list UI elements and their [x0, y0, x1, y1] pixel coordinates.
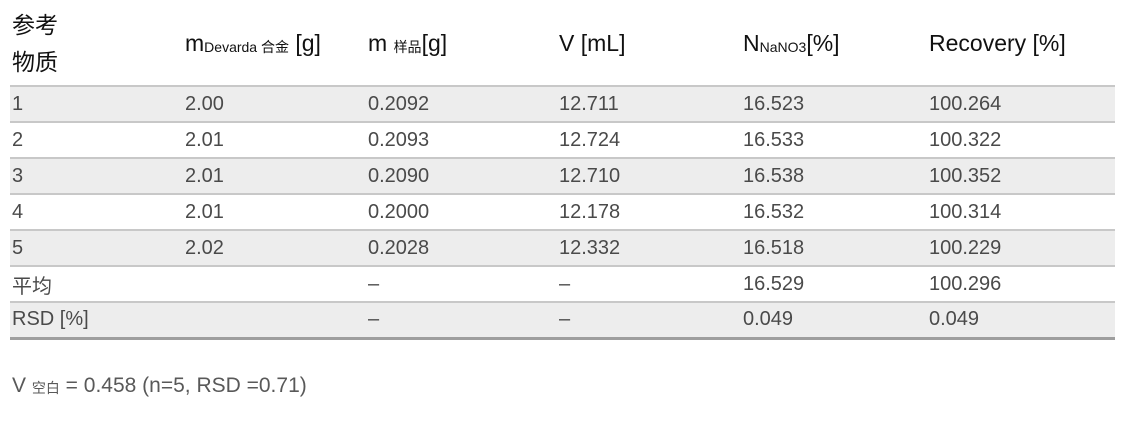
cell-nitrogen-content: 0.049 — [743, 308, 794, 331]
column-header-nitrogen-base: N — [743, 30, 760, 56]
cell-volume: 12.710 — [559, 164, 621, 187]
cell-recovery: 0.049 — [929, 308, 980, 331]
cell-recovery: 100.264 — [929, 92, 1002, 115]
blank-volume-value: = 0.458 (n=5, RSD =0.71) — [59, 374, 307, 397]
column-header-volume: V [mL] — [559, 30, 626, 56]
blank-volume-symbol: V — [12, 374, 32, 397]
column-header-mass-devarda-subscript: Devarda 合金 — [204, 39, 289, 55]
cell-mass-devarda — [185, 302, 368, 338]
cell-mass-sample: 0.2093 — [368, 128, 430, 151]
blank-volume-footnote: V 空白 = 0.458 (n=5, RSD =0.71) — [12, 374, 307, 398]
column-header-mass-sample-base: m — [368, 30, 394, 56]
cell-nitrogen-content: 16.538 — [743, 164, 805, 187]
table-row: 2 2.01 0.2093 12.724 16.533 100.322 — [10, 122, 1115, 158]
cell-mass-devarda — [185, 266, 368, 302]
table-header-row: 参考 物质 mDevarda 合金 [g] m 样品[g] V [mL] NNa… — [10, 2, 1115, 86]
row-label: 平均 — [12, 275, 52, 298]
cell-volume: 12.724 — [559, 128, 621, 151]
column-header-mass-sample-unit: [g] — [421, 30, 448, 56]
row-label: 3 — [12, 164, 24, 187]
results-table: 参考 物质 mDevarda 合金 [g] m 样品[g] V [mL] NNa… — [10, 2, 1115, 340]
table-row: 1 2.00 0.2092 12.711 16.523 100.264 — [10, 86, 1115, 122]
row-label: RSD [%] — [12, 308, 89, 331]
row-label: 4 — [12, 200, 24, 223]
cell-mass-sample: – — [368, 308, 380, 331]
cell-nitrogen-content: 16.523 — [743, 92, 805, 115]
cell-mass-devarda: 2.00 — [185, 92, 224, 115]
cell-mass-sample: 0.2028 — [368, 236, 430, 259]
cell-mass-sample: 0.2092 — [368, 92, 430, 115]
cell-volume: – — [559, 272, 571, 295]
column-header-nitrogen-subscript: NaNO3 — [759, 39, 807, 55]
cell-recovery: 100.352 — [929, 164, 1002, 187]
cell-volume: – — [559, 308, 571, 331]
cell-nitrogen-content: 16.533 — [743, 128, 805, 151]
cell-volume: 12.711 — [559, 92, 619, 115]
cell-nitrogen-content: 16.518 — [743, 236, 805, 259]
cell-recovery: 100.314 — [929, 200, 1002, 223]
cell-mass-sample: 0.2000 — [368, 200, 430, 223]
cell-recovery: 100.229 — [929, 236, 1002, 259]
cell-mass-devarda: 2.02 — [185, 236, 224, 259]
cell-nitrogen-content: 16.529 — [743, 272, 805, 295]
blank-volume-subscript: 空白 — [31, 380, 60, 396]
table-row-average: 平均 – – 16.529 100.296 — [10, 266, 1115, 302]
column-header-mass-sample: m 样品[g] — [368, 2, 559, 86]
table-row-rsd: RSD [%] – – 0.049 0.049 — [10, 302, 1115, 338]
column-header-recovery: Recovery [%] — [929, 30, 1066, 56]
cell-mass-devarda: 2.01 — [185, 164, 224, 187]
table-row: 4 2.01 0.2000 12.178 16.532 100.314 — [10, 194, 1115, 230]
column-header-mass-devarda-base: m — [185, 30, 205, 56]
cell-recovery: 100.322 — [929, 128, 1002, 151]
column-header-mass-devarda-alloy: mDevarda 合金 [g] — [185, 2, 368, 86]
column-header-mass-sample-subscript: 样品 — [393, 39, 422, 55]
cell-mass-devarda: 2.01 — [185, 128, 224, 151]
cell-volume: 12.178 — [559, 200, 621, 223]
cell-volume: 12.332 — [559, 236, 621, 259]
cell-mass-devarda: 2.01 — [185, 200, 224, 223]
table-row: 5 2.02 0.2028 12.332 16.518 100.229 — [10, 230, 1115, 266]
column-header-reference-material: 参考 物质 — [12, 11, 58, 75]
table-row: 3 2.01 0.2090 12.710 16.538 100.352 — [10, 158, 1115, 194]
column-header-nitrogen-unit: [%] — [806, 30, 840, 56]
cell-nitrogen-content: 16.532 — [743, 200, 805, 223]
cell-recovery: 100.296 — [929, 272, 1002, 295]
column-header-nitrogen-content: NNaNO3[%] — [743, 2, 929, 86]
column-header-mass-devarda-unit: [g] — [288, 30, 321, 56]
row-label: 2 — [12, 128, 24, 151]
row-label: 5 — [12, 236, 24, 259]
cell-mass-sample: 0.2090 — [368, 164, 430, 187]
cell-mass-sample: – — [368, 272, 380, 295]
row-label: 1 — [12, 92, 24, 115]
